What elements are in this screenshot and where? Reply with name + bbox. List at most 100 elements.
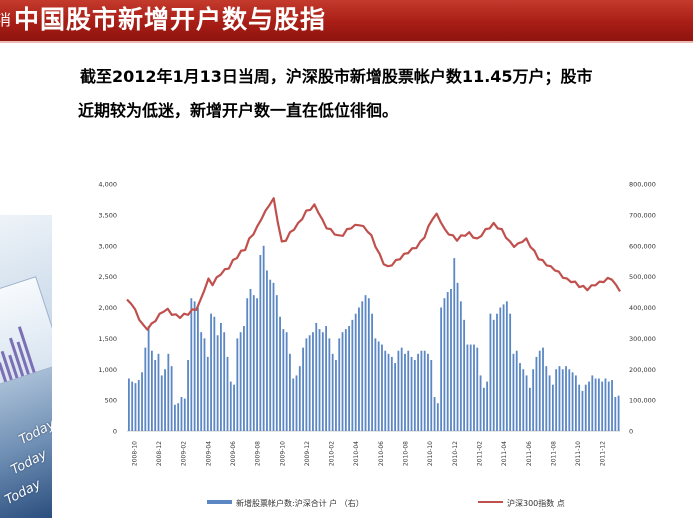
bar (203, 338, 206, 432)
legend-line-label: 沪深300指数 点 (507, 498, 565, 508)
bar (463, 319, 466, 431)
bar (187, 359, 189, 431)
bar (325, 326, 327, 431)
bar (548, 375, 551, 431)
right-tick-label: 300,000 (629, 335, 656, 343)
x-tick-label: 2011-10 (575, 441, 582, 466)
bar (200, 332, 203, 431)
bar (141, 372, 143, 431)
legend: 新增股票帐户数:沪深合计 户 （右） 沪深300指数 点 (207, 498, 565, 508)
bar (243, 326, 245, 431)
left-tick-label: 3,000 (98, 242, 117, 250)
bar (384, 350, 387, 431)
bar (164, 369, 166, 431)
x-axis: 2008-10 2008-12 2009-02 2009-04 2009-06 2009-… (131, 441, 606, 466)
bar (456, 282, 459, 431)
right-tick-label: 600,000 (629, 242, 656, 250)
left-axis: 4,000 3,500 3,000 2,500 2,000 1,500 1,000 500 0 (98, 181, 117, 436)
decorative-image: Today Today Today (0, 215, 52, 518)
bar (127, 378, 130, 431)
bar (505, 301, 508, 431)
bar (574, 375, 577, 431)
bar (180, 397, 183, 431)
bar (256, 298, 258, 431)
bar (259, 255, 262, 431)
bar (542, 347, 544, 431)
bar (584, 384, 587, 431)
bar (607, 381, 610, 431)
left-tick-label: 2,500 (98, 273, 117, 281)
bar (361, 301, 364, 431)
bar (397, 350, 400, 431)
bar (417, 353, 420, 431)
left-tick-label: 1,000 (98, 366, 117, 374)
bar (545, 366, 548, 431)
x-tick-label: 2008-10 (131, 441, 138, 466)
bar (571, 372, 574, 431)
bar (525, 375, 528, 431)
left-tick-label: 3,500 (98, 211, 117, 219)
bar (292, 378, 295, 431)
bar (535, 356, 538, 431)
bar (331, 353, 334, 431)
bar (591, 375, 594, 431)
bar (279, 316, 281, 431)
x-tick-label: 2010-08 (403, 441, 410, 466)
bar (486, 381, 489, 431)
bar (272, 282, 275, 431)
x-tick-label: 2011-06 (526, 441, 533, 466)
bar (519, 363, 521, 431)
bar (154, 359, 157, 431)
bar (578, 384, 581, 431)
bar (482, 387, 485, 431)
description-line-2: 近期较为低迷，新增开户数一直在低位徘徊。 (78, 101, 399, 120)
bar (374, 338, 377, 432)
bar (367, 298, 370, 431)
x-tick-label: 2010-06 (378, 441, 385, 466)
bar (476, 347, 479, 431)
right-tick-label: 400,000 (629, 304, 656, 312)
bar (423, 350, 426, 431)
bar (450, 288, 452, 431)
bar (295, 375, 298, 431)
bar (229, 381, 232, 431)
bar (246, 298, 249, 431)
right-tick-label: 800,000 (629, 181, 656, 189)
x-tick-label: 2011-08 (550, 441, 557, 466)
bar (381, 344, 383, 431)
bar (183, 398, 186, 431)
bar (407, 350, 410, 431)
bar (269, 279, 272, 431)
bar (446, 292, 449, 431)
bar (597, 378, 600, 431)
x-tick-label: 2011-02 (476, 441, 483, 466)
bar (315, 322, 318, 431)
bar (236, 338, 239, 432)
bar (177, 403, 180, 431)
bar (410, 356, 413, 431)
bar (568, 369, 571, 431)
bar (341, 332, 344, 431)
line-series (126, 197, 621, 331)
bar (512, 353, 515, 431)
bar (413, 359, 416, 431)
x-tick-label: 2011-12 (600, 441, 607, 466)
bar (335, 359, 337, 431)
bar (509, 313, 512, 431)
bar (561, 369, 564, 431)
description: 截至2012年1月13日当周，沪深股市新增股票帐户数11.45万户；股市 近期较… (78, 60, 685, 128)
bar (275, 295, 278, 431)
x-tick-label: 2008-12 (156, 441, 163, 466)
right-tick-label: 100,000 (629, 397, 656, 405)
bar (206, 356, 209, 431)
x-tick-label: 2010-04 (353, 441, 360, 466)
x-tick-label: 2010-10 (427, 441, 434, 466)
bar (479, 375, 482, 431)
bar (427, 353, 429, 431)
bar (502, 304, 505, 431)
x-tick-label: 2011-04 (501, 441, 508, 466)
bar (226, 356, 229, 431)
bar (249, 288, 252, 431)
bar (216, 335, 219, 431)
